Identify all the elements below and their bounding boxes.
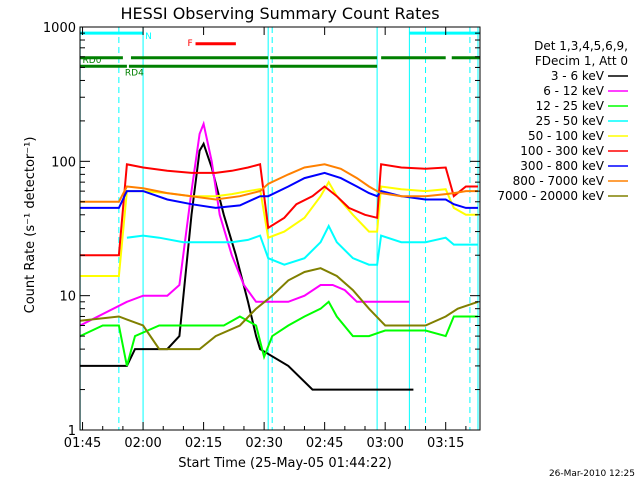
y-tick-label: 1 <box>68 424 76 439</box>
chart-title: HESSI Observing Summary Count Rates <box>120 4 439 23</box>
x-tick-label: 01:45 <box>64 436 101 451</box>
series-line-3 <box>126 223 478 266</box>
legend-entry-label: 800 - 7000 keV <box>513 174 605 188</box>
legend-entry-label: 25 - 50 keV <box>536 114 605 128</box>
legend-entry-label: 6 - 12 keV <box>543 84 605 98</box>
x-tick-label: 03:00 <box>366 436 403 451</box>
legend: Det 1,3,4,5,6,9,FDecim 1, Att 03 - 6 keV… <box>497 39 628 203</box>
x-tick-label: 02:30 <box>245 436 282 451</box>
legend-entry-label: 12 - 25 keV <box>536 99 605 113</box>
timestamp: 26-Mar-2010 12:25 <box>549 469 635 479</box>
y-tick-label: 10 <box>59 290 76 305</box>
series-line-7 <box>80 163 478 203</box>
series-line-6 <box>80 171 478 209</box>
legend-entry-label: 300 - 800 keV <box>520 159 604 173</box>
flag-label-rd4: RD4 <box>125 68 144 78</box>
y-tick-label: 1000 <box>43 21 76 36</box>
flag-label-n: N <box>145 32 152 42</box>
flag-label-f: F <box>187 39 192 49</box>
series-line-1 <box>79 120 410 327</box>
series-line-2 <box>79 300 478 367</box>
legend-header-line: FDecim 1, Att 0 <box>535 54 628 68</box>
legend-entry-label: 50 - 100 keV <box>528 129 605 143</box>
flag-label-rd0: RD0 <box>83 56 102 66</box>
x-tick-label: 02:15 <box>185 436 222 451</box>
x-axis-label: Start Time (25-May-05 01:44:22) <box>178 456 392 471</box>
x-tick-label: 03:15 <box>427 436 464 451</box>
x-tick-label: 02:45 <box>306 436 343 451</box>
legend-header-line: Det 1,3,4,5,6,9, <box>534 39 628 53</box>
legend-entry-label: 7000 - 20000 keV <box>497 189 604 203</box>
x-tick-label: 02:00 <box>124 436 161 451</box>
y-axis-label: Count Rate (s⁻¹ detector⁻¹) <box>23 137 38 314</box>
axes: 01:45 02:00 02:15 02:30 02:45 03:00 03:15 1 10 10… <box>43 21 481 451</box>
plot-area: N F RD0 RD4 <box>79 27 480 430</box>
series-line-8 <box>79 267 479 351</box>
legend-entry-label: 3 - 6 keV <box>551 69 605 83</box>
legend-entry-label: 100 - 300 keV <box>520 144 604 158</box>
series-line-5 <box>80 163 478 257</box>
plot-frame <box>79 26 481 431</box>
y-tick-label: 100 <box>51 155 76 170</box>
